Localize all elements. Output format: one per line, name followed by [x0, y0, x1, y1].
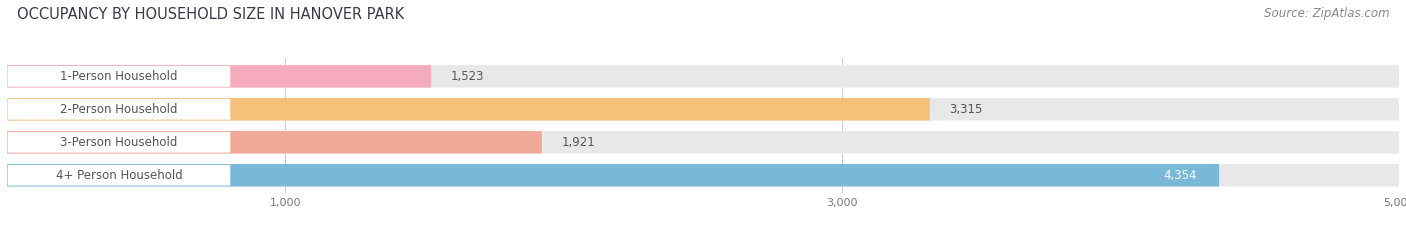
FancyBboxPatch shape: [7, 98, 1399, 120]
Text: 1,523: 1,523: [450, 70, 484, 83]
FancyBboxPatch shape: [7, 99, 231, 120]
FancyBboxPatch shape: [7, 131, 1399, 154]
FancyBboxPatch shape: [7, 98, 929, 120]
Text: Source: ZipAtlas.com: Source: ZipAtlas.com: [1264, 7, 1389, 20]
Text: 2-Person Household: 2-Person Household: [60, 103, 177, 116]
FancyBboxPatch shape: [7, 66, 231, 87]
FancyBboxPatch shape: [7, 164, 1399, 186]
Text: 3,315: 3,315: [949, 103, 983, 116]
FancyBboxPatch shape: [7, 165, 231, 185]
Text: 4+ Person Household: 4+ Person Household: [56, 169, 183, 182]
Text: 1,921: 1,921: [561, 136, 595, 149]
FancyBboxPatch shape: [7, 131, 541, 154]
Text: 3-Person Household: 3-Person Household: [60, 136, 177, 149]
FancyBboxPatch shape: [7, 65, 1399, 88]
Text: 4,354: 4,354: [1163, 169, 1197, 182]
FancyBboxPatch shape: [7, 65, 432, 88]
FancyBboxPatch shape: [7, 132, 231, 153]
Text: 1-Person Household: 1-Person Household: [60, 70, 177, 83]
FancyBboxPatch shape: [7, 164, 1219, 186]
Text: OCCUPANCY BY HOUSEHOLD SIZE IN HANOVER PARK: OCCUPANCY BY HOUSEHOLD SIZE IN HANOVER P…: [17, 7, 404, 22]
